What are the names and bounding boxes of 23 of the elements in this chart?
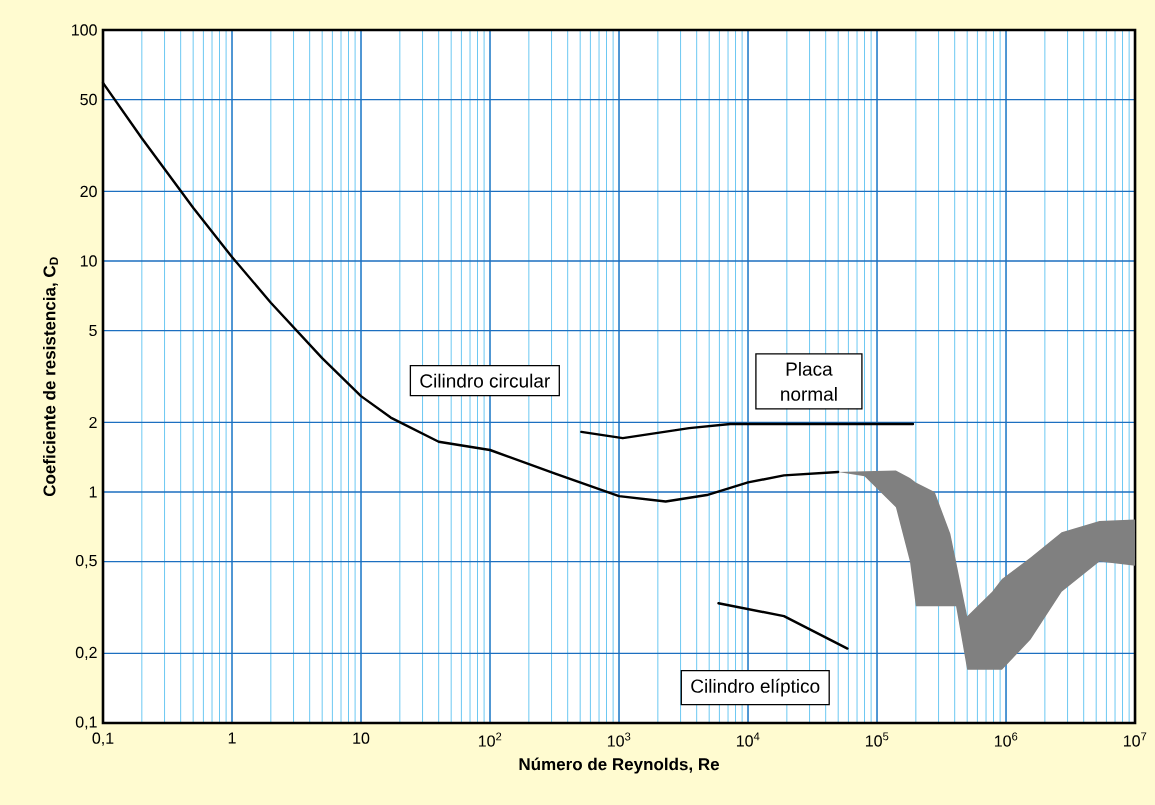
x-tick-label: 10 <box>353 732 370 744</box>
annotation: Cilindro elíptico <box>691 678 820 697</box>
x-tick-label: 1 <box>228 732 236 744</box>
x-tick-label: 10$^{6}$ <box>994 732 1018 747</box>
annotation: Cilindro circular <box>420 373 550 388</box>
annotation: Placa normal <box>781 361 837 401</box>
x-tick-label: 10$^{2}$ <box>478 732 502 747</box>
x-tick-label: 10$^{5}$ <box>865 732 889 747</box>
y-tick-label: 0,5 <box>75 554 97 569</box>
y-tick-label: 10 <box>80 255 97 267</box>
x-axis-title: Número de Reynolds, Re <box>519 757 720 774</box>
y-tick-label: 0,1 <box>75 716 97 730</box>
y-tick-label: 100 <box>72 24 97 36</box>
x-tick-label: 10$^{3}$ <box>607 732 631 747</box>
x-tick-label: 10$^{4}$ <box>736 732 760 747</box>
y-tick-label: 2 <box>89 416 97 429</box>
x-tick-label: 10$^{7}$ <box>1123 732 1147 747</box>
y-axis-title: Coeficiente de resistencia, C$_{D}$ <box>43 257 58 497</box>
y-tick-label: 0,2 <box>75 646 97 661</box>
y-tick-label: 5 <box>89 324 97 337</box>
y-tick-label: 50 <box>80 93 97 106</box>
y-tick-label: 20 <box>80 185 97 198</box>
y-tick-label: 1 <box>89 486 97 498</box>
